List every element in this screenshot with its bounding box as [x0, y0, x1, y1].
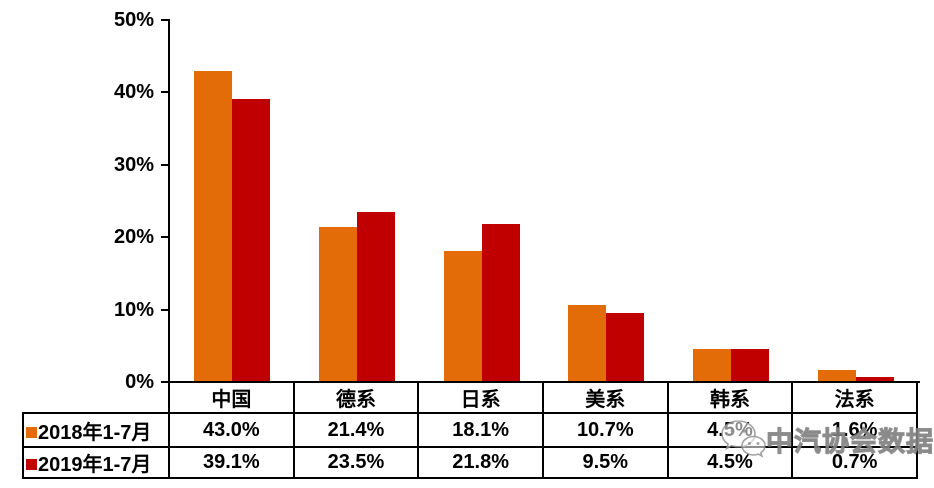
- bar-2018年1-7月-韩系: [693, 349, 731, 382]
- value-cell: 18.1%: [417, 412, 544, 448]
- y-tick-mark: [161, 381, 169, 383]
- y-tick-label: 20%: [113, 226, 154, 249]
- bar-2018年1-7月-中国: [194, 70, 233, 382]
- legend-swatch: [26, 426, 37, 438]
- y-tick-label: 30%: [113, 153, 154, 176]
- value-cell: 4.5%: [666, 446, 794, 479]
- data-table: 中国 德系 日系 美系 韩系 法系 2018年1-7月 43.0% 21.4% 18.1% 10.7…: [22, 381, 918, 479]
- bar-2019年1-7月-德系: [357, 211, 395, 382]
- value-cell: 9.5%: [541, 446, 669, 479]
- value-cell: 43.0%: [168, 412, 295, 448]
- value-cell: 23.5%: [292, 446, 420, 479]
- bar-2019年1-7月-韩系: [731, 349, 769, 382]
- value-cell: 10.7%: [541, 412, 669, 448]
- value-cell: 0.7%: [791, 446, 918, 479]
- value-cell: 4.5%: [666, 412, 794, 448]
- category-cell: 德系: [292, 381, 420, 414]
- legend-label: 2019年1-7月: [38, 454, 152, 476]
- bar-2018年1-7月-德系: [319, 227, 357, 382]
- bar-2019年1-7月-法系: [855, 376, 894, 382]
- value-cell: 1.6%: [791, 412, 918, 448]
- legend-cell: 2018年1-7月: [22, 412, 170, 448]
- y-tick-mark: [161, 19, 169, 21]
- y-tick-mark: [161, 91, 169, 94]
- value-cell: 21.8%: [417, 446, 544, 479]
- category-cell: 韩系: [666, 381, 794, 414]
- y-tick-mark: [161, 163, 169, 166]
- y-tick-label: 40%: [113, 81, 154, 104]
- category-cell: 美系: [541, 381, 669, 414]
- table-corner-empty: [23, 382, 169, 413]
- bar-2018年1-7月-美系: [568, 304, 607, 382]
- bar-2019年1-7月-美系: [606, 313, 645, 382]
- y-tick-label: 10%: [113, 298, 154, 321]
- y-tick-mark: [161, 236, 169, 239]
- category-cell: 中国: [168, 381, 295, 414]
- bar-2019年1-7月-中国: [232, 98, 271, 382]
- y-tick-mark: [161, 308, 169, 311]
- series-row: 2018年1-7月 43.0% 21.4% 18.1% 10.7% 4.5% 1.6%: [22, 412, 918, 448]
- bar-2018年1-7月-法系: [817, 370, 856, 382]
- y-axis-line: [168, 19, 170, 383]
- legend-label: 2018年1-7月: [38, 421, 152, 444]
- legend-swatch: [26, 459, 37, 470]
- series-row: 2019年1-7月 39.1% 23.5% 21.8% 9.5% 4.5% 0.7%: [22, 446, 918, 479]
- y-tick-label: 50%: [113, 9, 154, 31]
- category-header-row: 中国 德系 日系 美系 韩系 法系: [23, 381, 918, 414]
- y-tick-label: 0%: [125, 371, 154, 393]
- category-cell: 日系: [417, 381, 544, 414]
- value-cell: 39.1%: [168, 446, 295, 479]
- value-cell: 21.4%: [292, 412, 420, 448]
- category-cell: 法系: [791, 381, 918, 414]
- legend-cell: 2019年1-7月: [22, 446, 170, 479]
- bar-2018年1-7月-日系: [443, 250, 482, 382]
- bar-2019年1-7月-日系: [481, 224, 520, 382]
